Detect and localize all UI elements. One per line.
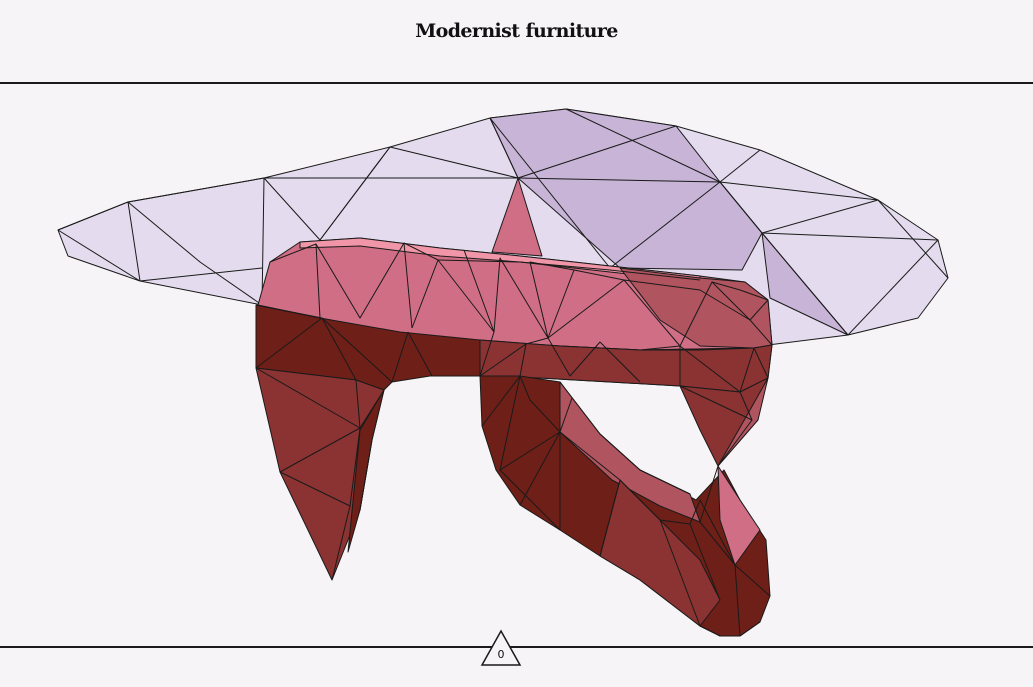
left-front-leg [256, 368, 384, 580]
right-rear-leg [680, 378, 768, 466]
furniture-model-viewport[interactable] [0, 84, 1033, 646]
header-bar: Modernist furniture [0, 0, 1033, 84]
page-title: Modernist furniture [0, 20, 1033, 42]
marker-label: 0 [480, 648, 522, 661]
frame-counter-marker[interactable]: 0 [480, 629, 522, 667]
